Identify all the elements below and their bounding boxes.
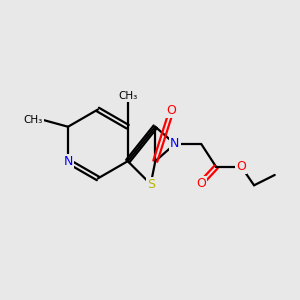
Text: N: N (63, 155, 73, 168)
Text: O: O (167, 104, 176, 117)
Text: N: N (170, 137, 179, 151)
Text: O: O (196, 176, 206, 190)
Text: CH₃: CH₃ (23, 115, 43, 125)
Text: S: S (147, 178, 155, 191)
Text: O: O (236, 160, 246, 173)
Text: CH₃: CH₃ (118, 91, 137, 101)
